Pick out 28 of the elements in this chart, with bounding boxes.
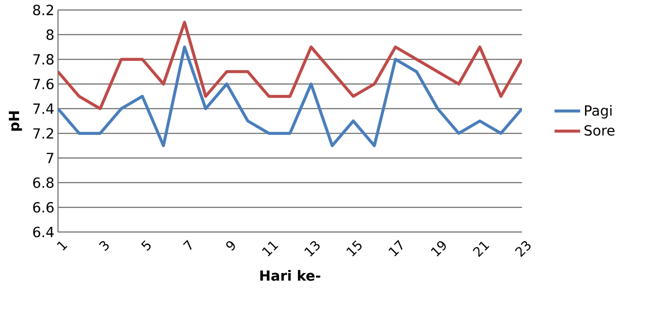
y-tick-label: 7.6 <box>33 78 54 90</box>
x-tick-label: 5 <box>141 240 151 251</box>
x-tick-label: 17 <box>388 240 402 256</box>
legend-label: Sore <box>584 125 614 136</box>
y-tick-label: 7.4 <box>33 104 54 114</box>
y-tick-label: 8 <box>46 29 54 40</box>
x-tick-label: 13 <box>304 241 320 256</box>
x-tick-label: 19 <box>430 241 446 256</box>
line-series <box>58 45 522 148</box>
x-tick-label: 21 <box>472 242 490 257</box>
x-tick-label: 3 <box>99 241 109 251</box>
y-tick-label: 6.6 <box>33 202 54 213</box>
y-tick-label: 7 <box>46 152 54 164</box>
x-tick-label: 7 <box>182 240 192 250</box>
x-tick-label: 1 <box>57 241 68 251</box>
x-axis-title: Hari ke- <box>260 270 320 281</box>
x-tick-label: 15 <box>346 240 362 256</box>
x-tick-label: 23 <box>515 241 531 257</box>
y-axis-title: pH <box>8 111 22 131</box>
y-tick-label: 6.4 <box>33 226 54 238</box>
x-tick-label: 11 <box>262 241 278 256</box>
y-tick-label: 7.2 <box>33 128 54 139</box>
x-tick-label: 9 <box>226 241 235 251</box>
y-tick-label: 6.8 <box>33 177 54 188</box>
y-tick-label: 7.8 <box>33 54 54 65</box>
legend-label: Pagi <box>585 104 612 119</box>
y-tick-label: 8.2 <box>33 4 54 16</box>
line-series <box>58 20 522 110</box>
